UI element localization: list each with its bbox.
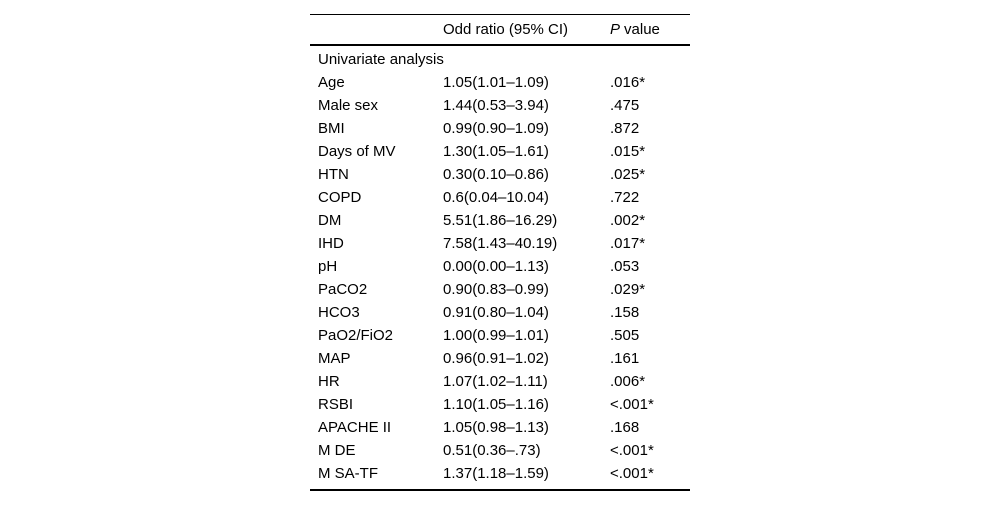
table-row: RSBI 1.10(1.05–1.16) <.001* bbox=[310, 393, 690, 416]
row-odd-ratio: 0.90(0.83–0.99) bbox=[443, 281, 549, 298]
table-row: Male sex 1.44(0.53–3.94) .475 bbox=[310, 94, 690, 117]
row-p-value: <.001* bbox=[610, 396, 654, 413]
row-p-value: .168 bbox=[610, 419, 640, 436]
row-p-value: .016* bbox=[610, 74, 646, 91]
table-row: M SA-TF 1.37(1.18–1.59) <.001* bbox=[310, 462, 690, 485]
row-label: IHD bbox=[318, 235, 344, 252]
row-p-value: .029* bbox=[610, 281, 646, 298]
table-row: pH 0.00(0.00–1.13) .053 bbox=[310, 255, 690, 278]
table-row: DM 5.51(1.86–16.29) .002* bbox=[310, 209, 690, 232]
row-odd-ratio: 1.05(1.01–1.09) bbox=[443, 74, 549, 91]
row-odd-ratio: 0.99(0.90–1.09) bbox=[443, 120, 549, 137]
row-p-value: .017* bbox=[610, 235, 646, 252]
row-label: HR bbox=[318, 373, 340, 390]
row-label: HCO3 bbox=[318, 304, 360, 321]
row-label: MAP bbox=[318, 350, 351, 367]
row-odd-ratio: 1.44(0.53–3.94) bbox=[443, 97, 549, 114]
row-odd-ratio: 0.00(0.00–1.13) bbox=[443, 258, 549, 275]
row-label: Age bbox=[318, 74, 345, 91]
table-row: HTN 0.30(0.10–0.86) .025* bbox=[310, 163, 690, 186]
row-p-value: .025* bbox=[610, 166, 646, 183]
header-p-italic: P bbox=[610, 21, 621, 38]
row-odd-ratio: 0.30(0.10–0.86) bbox=[443, 166, 549, 183]
row-odd-ratio: 1.37(1.18–1.59) bbox=[443, 465, 549, 482]
table-row: HCO3 0.91(0.80–1.04) .158 bbox=[310, 301, 690, 324]
table-row: HR 1.07(1.02–1.11) .006* bbox=[310, 370, 690, 393]
table-row: APACHE II 1.05(0.98–1.13) .168 bbox=[310, 416, 690, 439]
row-p-value: .505 bbox=[610, 327, 640, 344]
row-label: BMI bbox=[318, 120, 345, 137]
row-odd-ratio: 0.91(0.80–1.04) bbox=[443, 304, 549, 321]
row-odd-ratio: 0.51(0.36–.73) bbox=[443, 442, 541, 459]
row-p-value: .006* bbox=[610, 373, 646, 390]
table-row: PaO2/FiO2 1.00(0.99–1.01) .505 bbox=[310, 324, 690, 347]
row-p-value: <.001* bbox=[610, 442, 654, 459]
row-odd-ratio: 0.96(0.91–1.02) bbox=[443, 350, 549, 367]
row-label: Male sex bbox=[318, 97, 379, 114]
row-odd-ratio: 0.6(0.04–10.04) bbox=[443, 189, 549, 206]
row-odd-ratio: 1.07(1.02–1.11) bbox=[443, 373, 548, 390]
row-odd-ratio: 7.58(1.43–40.19) bbox=[443, 235, 558, 252]
table-row: Age 1.05(1.01–1.09) .016* bbox=[310, 71, 690, 94]
row-p-value: .158 bbox=[610, 304, 640, 321]
table-row: PaCO2 0.90(0.83–0.99) .029* bbox=[310, 278, 690, 301]
row-label: PaCO2 bbox=[318, 281, 368, 298]
row-label: PaO2/FiO2 bbox=[318, 327, 394, 344]
row-label: HTN bbox=[318, 166, 349, 183]
section-label: Univariate analysis bbox=[318, 51, 444, 68]
row-label: M SA-TF bbox=[318, 465, 378, 482]
row-odd-ratio: 1.10(1.05–1.16) bbox=[443, 396, 549, 413]
row-label: pH bbox=[318, 258, 338, 275]
row-odd-ratio: 5.51(1.86–16.29) bbox=[443, 212, 558, 229]
table-row: IHD 7.58(1.43–40.19) .017* bbox=[310, 232, 690, 255]
section-row: Univariate analysis bbox=[310, 48, 690, 71]
header-odd-ratio: Odd ratio (95% CI) bbox=[443, 21, 569, 38]
table-row: COPD 0.6(0.04–10.04) .722 bbox=[310, 186, 690, 209]
table-row: BMI 0.99(0.90–1.09) .872 bbox=[310, 117, 690, 140]
row-odd-ratio: 1.05(0.98–1.13) bbox=[443, 419, 549, 436]
row-p-value: .161 bbox=[610, 350, 640, 367]
row-label: RSBI bbox=[318, 396, 354, 413]
table-row: MAP 0.96(0.91–1.02) .161 bbox=[310, 347, 690, 370]
row-label: APACHE II bbox=[318, 419, 392, 436]
row-p-value: .475 bbox=[610, 97, 640, 114]
row-label: Days of MV bbox=[318, 143, 396, 160]
row-p-value: <.001* bbox=[610, 465, 654, 482]
row-odd-ratio: 1.00(0.99–1.01) bbox=[443, 327, 549, 344]
row-odd-ratio: 1.30(1.05–1.61) bbox=[443, 143, 549, 160]
table-row: Days of MV 1.30(1.05–1.61) .015* bbox=[310, 140, 690, 163]
header-p-rest: value bbox=[624, 21, 660, 38]
row-label: DM bbox=[318, 212, 342, 229]
row-p-value: .872 bbox=[610, 120, 640, 137]
row-label: M DE bbox=[318, 442, 356, 459]
row-p-value: .053 bbox=[610, 258, 640, 275]
row-p-value: .002* bbox=[610, 212, 646, 229]
row-p-value: .722 bbox=[610, 189, 640, 206]
table-body: Univariate analysis Age 1.05(1.01–1.09) … bbox=[310, 46, 690, 491]
row-label: COPD bbox=[318, 189, 362, 206]
row-p-value: .015* bbox=[610, 143, 646, 160]
table-row: M DE 0.51(0.36–.73) <.001* bbox=[310, 439, 690, 462]
